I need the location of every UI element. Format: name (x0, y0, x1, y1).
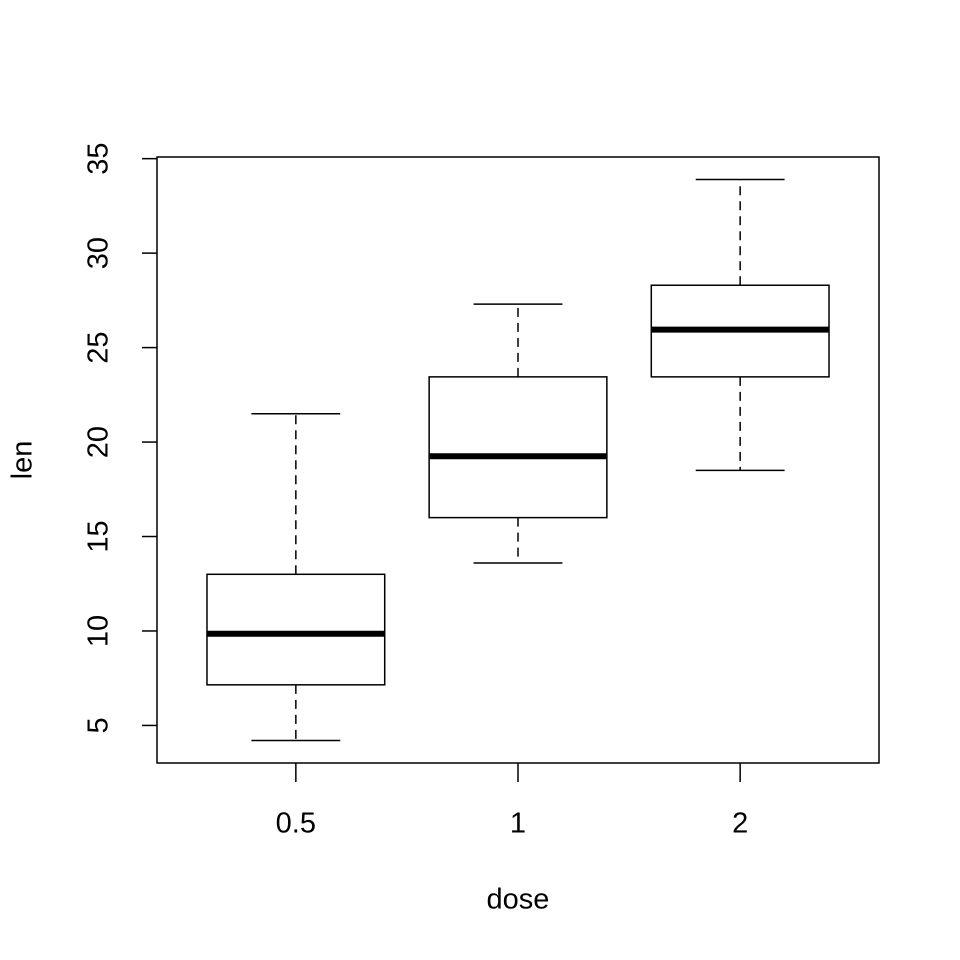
box (206, 573, 386, 686)
y-tick-label: 15 (83, 520, 115, 552)
x-tick-label: 1 (510, 808, 526, 840)
y-tick-label: 10 (83, 615, 115, 647)
y-tick-label: 20 (83, 426, 115, 458)
x-tick-label: 2 (732, 808, 748, 840)
box (428, 376, 608, 519)
y-tick-label: 25 (83, 331, 115, 363)
y-tick-label: 35 (83, 143, 115, 175)
y-tick-label: 30 (83, 237, 115, 269)
y-axis-label: len (7, 441, 39, 480)
y-tick-label: 5 (83, 717, 115, 733)
x-tick-label: 0.5 (276, 808, 316, 840)
x-axis-label: dose (487, 884, 550, 916)
